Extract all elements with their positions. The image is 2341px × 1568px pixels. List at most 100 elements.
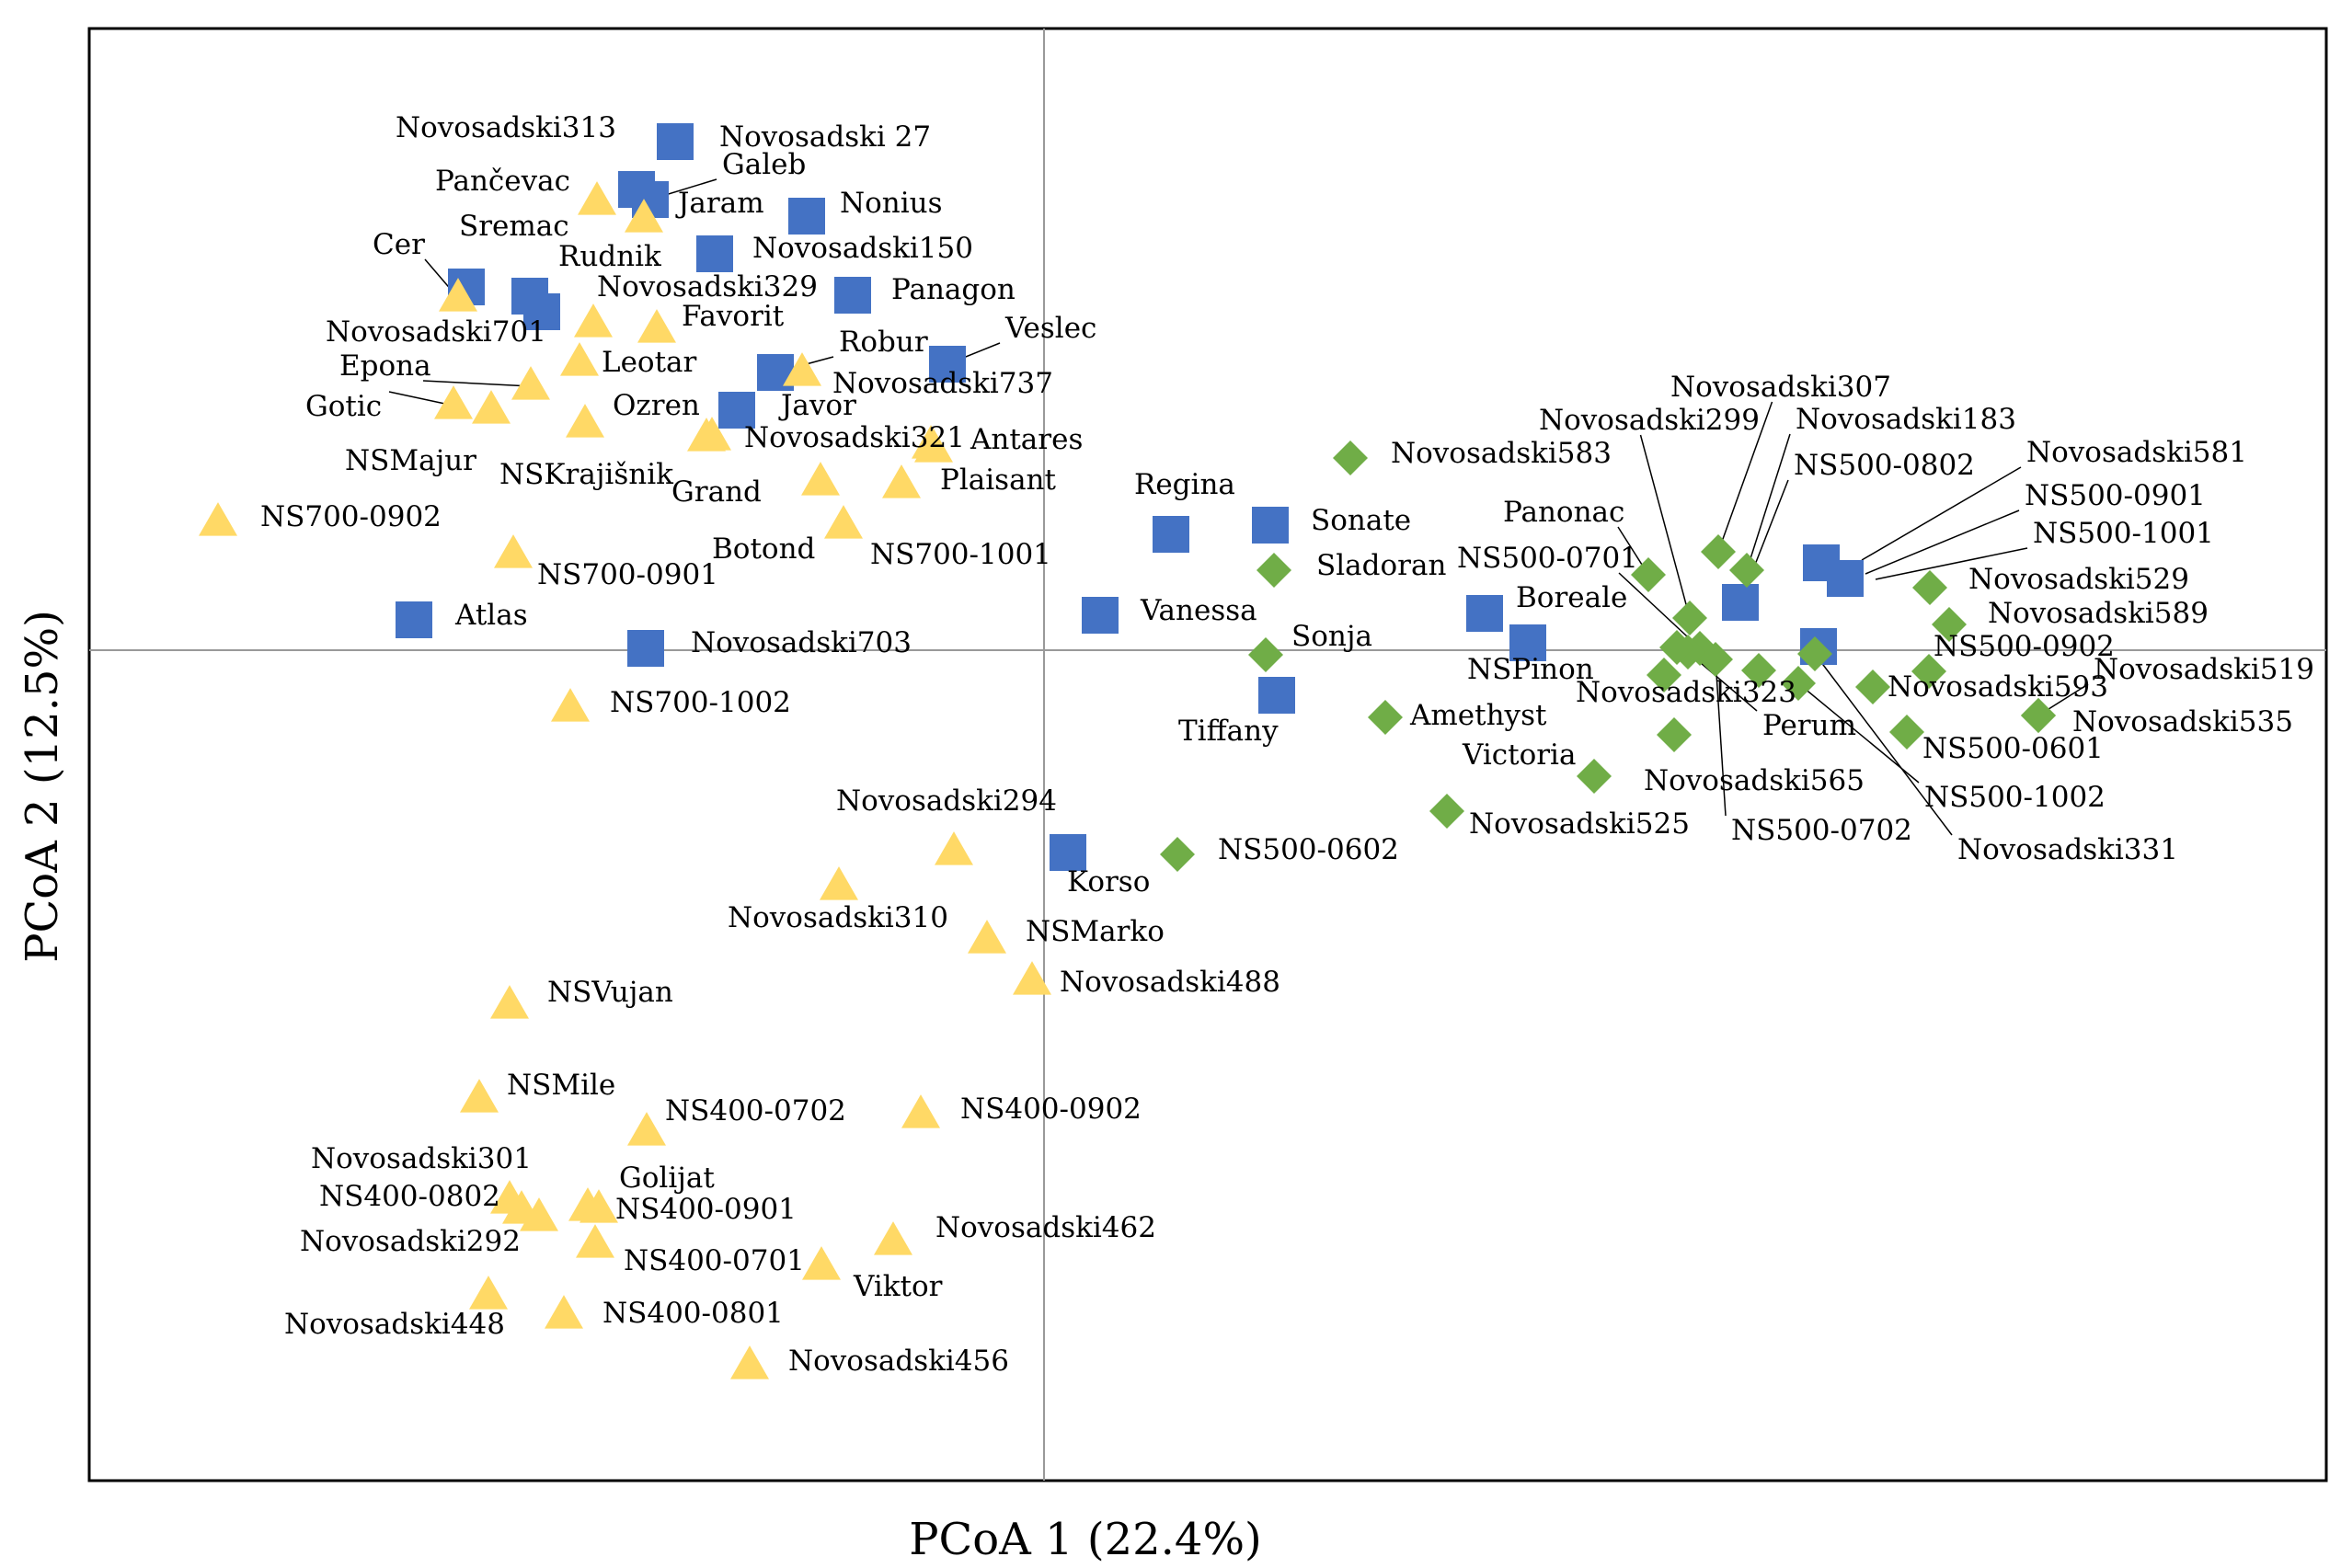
- label-ozren: Ozren: [613, 389, 700, 422]
- leader-group-green-diamond-10: [1618, 572, 1701, 649]
- label-sremac: Sremac: [459, 210, 569, 243]
- label-tiffany: Tiffany: [1178, 715, 1279, 748]
- label-novosadski448: Novosadski448: [284, 1308, 505, 1341]
- point-group-yellow-triangle-34: [576, 1224, 614, 1258]
- point-group-yellow-triangle-0: [578, 181, 616, 215]
- label-sladoran: Sladoran: [1316, 549, 1446, 582]
- point-group-yellow-triangle-38: [545, 1295, 583, 1329]
- leader-group-green-diamond-14: [1715, 658, 1727, 817]
- point-group-green-diamond-25: [1781, 666, 1816, 701]
- point-group-green-diamond-20: [1911, 654, 1946, 689]
- label-javor: Javor: [778, 389, 856, 422]
- point-group-yellow-triangle-26: [460, 1079, 499, 1113]
- label-ns400-0901: NS400-0901: [615, 1193, 797, 1226]
- point-group-yellow-triangle-19: [494, 534, 533, 568]
- point-group-green-diamond-21: [1855, 670, 1890, 704]
- point-group-yellow-triangle-2: [439, 278, 477, 312]
- label-novosadski565: Novosadski565: [1644, 764, 1865, 797]
- point-group-yellow-triangle-17: [824, 505, 863, 539]
- point-group-green-diamond-2: [1248, 637, 1283, 672]
- point-group-yellow-triangle-37: [469, 1276, 508, 1310]
- point-group-green-diamond-24: [1889, 715, 1924, 750]
- label-novosadski488: Novosadski488: [1060, 966, 1280, 999]
- point-group-green-diamond-18: [1912, 570, 1947, 605]
- label-ns700-1002: NS700-1002: [610, 686, 791, 719]
- x-axis-title: PCoA 1 (22.4%): [909, 1514, 1262, 1565]
- label-ns500-1002: NS500-1002: [1924, 781, 2106, 814]
- label-panagon: Panagon: [891, 273, 1016, 306]
- label-nsmarko: NSMarko: [1026, 915, 1165, 948]
- point-group-green-diamond-15: [1729, 553, 1764, 588]
- label-ns500-0602: NS500-0602: [1218, 833, 1399, 866]
- point-group-yellow-triangle-4: [637, 309, 676, 343]
- label-novosadski593: Novosadski593: [1888, 670, 2108, 704]
- point-group-green-diamond-1: [1257, 553, 1291, 588]
- label-ns500-0802: NS500-0802: [1794, 449, 1975, 482]
- point-group-green-diamond-26: [1797, 636, 1832, 671]
- label-ns700-1001: NS700-1001: [870, 538, 1051, 571]
- label-rudnik: Rudnik: [558, 240, 661, 273]
- point-group-blue-square-16: [627, 630, 664, 667]
- point-group-yellow-triangle-3: [574, 303, 613, 338]
- point-group-green-diamond-9: [1631, 557, 1666, 592]
- label-regina: Regina: [1134, 468, 1235, 501]
- point-group-green-diamond-4: [1577, 759, 1612, 794]
- label-novosadski-27: Novosadski 27: [719, 120, 931, 154]
- plot-frame: [87, 27, 2328, 1482]
- label-novosadski150: Novosadski150: [752, 232, 973, 265]
- label-antares: Antares: [970, 423, 1083, 456]
- label-jaram: Jaram: [675, 187, 764, 220]
- point-group-blue-square-20: [1050, 834, 1086, 871]
- point-group-green-diamond-7: [1701, 534, 1736, 569]
- point-group-yellow-triangle-36: [802, 1246, 841, 1280]
- point-group-yellow-triangle-22: [820, 866, 858, 900]
- point-group-green-diamond-8: [1672, 601, 1707, 635]
- label-novosadski294: Novosadski294: [836, 784, 1057, 818]
- point-group-blue-square-13: [1252, 507, 1289, 544]
- point-group-blue-square-1: [657, 123, 694, 160]
- label-golijat: Golijat: [619, 1162, 715, 1195]
- label-novosadski292: Novosadski292: [300, 1225, 521, 1258]
- label-ns500-0601: NS500-0601: [1922, 732, 2104, 765]
- label-novosadski307: Novosadski307: [1670, 371, 1891, 404]
- point-group-blue-square-9: [929, 346, 966, 383]
- label-novosadski321: Novosadski321: [744, 421, 965, 454]
- point-group-green-diamond-13: [1657, 717, 1692, 752]
- label-novosadski301: Novosadski301: [311, 1142, 532, 1175]
- point-group-blue-square-3: [788, 198, 825, 235]
- label-novosadski535: Novosadski535: [2072, 705, 2293, 738]
- label-botond: Botond: [712, 532, 815, 566]
- point-group-blue-square-14: [1082, 597, 1119, 634]
- y-axis-title: PCoA 2 (12.5%): [17, 610, 68, 963]
- label-novosadski313: Novosadski313: [396, 111, 616, 144]
- point-group-green-diamond-0: [1333, 441, 1368, 475]
- label-perum: Perum: [1762, 709, 1856, 742]
- point-group-yellow-triangle-18: [199, 502, 237, 536]
- point-group-blue-square-15: [396, 601, 432, 638]
- point-group-yellow-triangle-27: [627, 1112, 666, 1146]
- label-victoria: Victoria: [1462, 738, 1576, 772]
- label-sonate: Sonate: [1311, 504, 1411, 537]
- label-novosadski310: Novosadski310: [728, 901, 948, 934]
- label-ns400-0801: NS400-0801: [602, 1297, 784, 1330]
- label-novosadski331: Novosadski331: [1957, 833, 2178, 866]
- point-group-yellow-triangle-39: [730, 1345, 769, 1379]
- label-viktor: Viktor: [853, 1270, 943, 1303]
- point-group-yellow-triangle-25: [490, 985, 529, 1019]
- label-novosadski701: Novosadski701: [326, 315, 546, 349]
- point-group-green-diamond-16: [1659, 630, 1694, 665]
- label-sonja: Sonja: [1291, 620, 1372, 653]
- point-group-blue-square-18: [1509, 624, 1546, 661]
- label-amethyst: Amethyst: [1409, 699, 1547, 732]
- label-novosadski581: Novosadski581: [2026, 436, 2247, 469]
- point-group-yellow-triangle-12: [687, 418, 726, 452]
- point-group-blue-square-4: [696, 235, 733, 272]
- label-ns400-0902: NS400-0902: [960, 1093, 1142, 1126]
- point-group-blue-square-11: [718, 392, 755, 429]
- label-gotic: Gotic: [305, 390, 382, 423]
- label-nspinon: NSPinon: [1467, 653, 1594, 686]
- leader-labels-blue-cluster-2: [1861, 466, 2022, 561]
- point-group-yellow-triangle-11: [783, 352, 821, 386]
